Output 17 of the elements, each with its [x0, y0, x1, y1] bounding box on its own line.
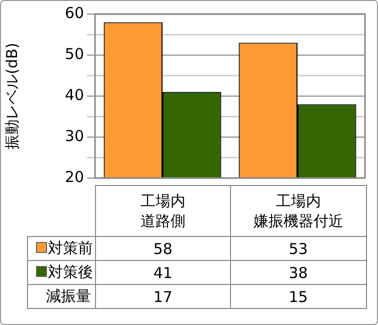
data-label: 41	[96, 260, 230, 284]
y-tick-label: 30	[64, 126, 84, 145]
series-label: 対策前	[28, 236, 96, 260]
y-axis-title: 振動レベル(dB)	[2, 42, 21, 150]
y-tick-label: 50	[64, 44, 84, 63]
y-tick-label: 20	[64, 168, 84, 186]
x-tick-label: 工場内道路側	[139, 191, 186, 231]
text: 減振量	[28, 284, 96, 308]
data-label: 38	[230, 260, 366, 284]
text: 17	[96, 284, 230, 308]
text: 15	[230, 284, 366, 308]
data-label: 58	[96, 236, 230, 260]
legend-label: 対策後	[28, 260, 96, 284]
y-tick-label: 60	[64, 4, 84, 22]
data-label: 53	[230, 236, 366, 260]
x-tick-label: 工場内嫌振機器付近	[252, 191, 344, 231]
y-tick-label: 40	[64, 86, 84, 104]
